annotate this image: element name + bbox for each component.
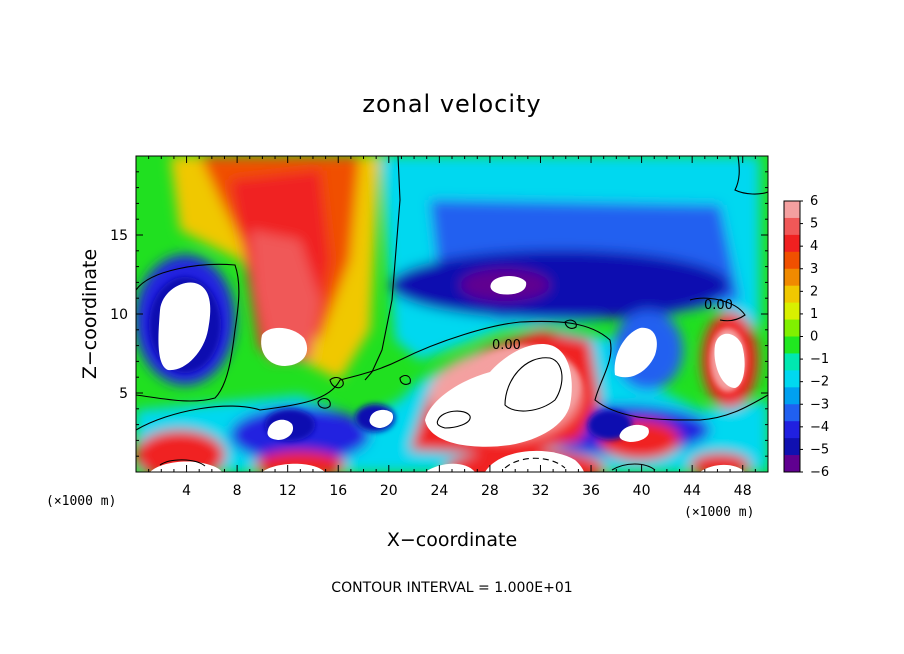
x-unit-label-right: (×1000 m) — [684, 505, 754, 520]
y-tick-label: 10 — [110, 307, 128, 323]
x-axis-label: X−coordinate — [387, 529, 517, 551]
contour-bottom-right-arc — [611, 463, 656, 471]
contour-small-ellipse — [436, 410, 471, 429]
colorbar-swatch — [784, 217, 800, 236]
colorbar-label: 5 — [810, 217, 818, 232]
jet-dark-blue — [390, 250, 730, 320]
y-axis-label: Z−coordinate — [79, 249, 101, 379]
saturated-regions — [150, 276, 745, 472]
colorbar-label: −3 — [810, 397, 829, 412]
colorbar-swatch — [784, 404, 800, 422]
x-ticks: 4 8 12 16 20 24 28 32 36 40 44 48 — [148, 156, 756, 499]
y-ticks: 5 10 15 — [110, 171, 768, 457]
white-region-bottom-mid2 — [425, 463, 475, 472]
white-region-center — [425, 344, 572, 447]
colorbar-swatch — [784, 421, 800, 439]
white-region-small-left — [267, 419, 294, 440]
velocity-field — [136, 156, 768, 472]
bottom-right-red2 — [690, 453, 750, 472]
bottom-left-red — [136, 430, 225, 472]
pink-plume — [250, 230, 320, 360]
colorbar-swatch — [784, 455, 800, 473]
contour-small-blob-1 — [329, 376, 344, 389]
colorbar-swatch — [784, 251, 800, 270]
colorbar-label: 4 — [810, 239, 818, 254]
colorbar-swatch — [784, 302, 800, 321]
colorbar-swatch — [784, 319, 800, 337]
contour-interval-note: CONTOUR INTERVAL = 1.000E+01 — [331, 580, 572, 596]
x-tick-label: 12 — [279, 483, 297, 499]
x-tick-label: 20 — [380, 483, 398, 499]
white-region-right-blue — [614, 327, 657, 378]
colorbar-label: 0 — [810, 330, 818, 345]
contour-label-right: 0.00 — [704, 298, 733, 313]
white-region-left — [158, 282, 211, 371]
colorbar-swatch — [784, 336, 800, 354]
contour-positive-inner — [504, 357, 563, 412]
x-tick-label: 32 — [532, 483, 550, 499]
contour-small-blob-3 — [399, 374, 411, 385]
contour-zero-left-loop — [136, 263, 240, 402]
colorbar-label: −4 — [810, 420, 829, 435]
colorbar-swatch — [784, 285, 800, 304]
x-tick-label: 16 — [329, 483, 347, 499]
colorbar-label: −6 — [810, 465, 829, 480]
x-tick-label: 44 — [683, 483, 701, 499]
x-tick-label: 24 — [430, 483, 448, 499]
colorbar-swatch — [784, 234, 800, 253]
contour-zero-lower — [136, 320, 768, 431]
colorbar-swatch — [784, 201, 800, 219]
colorbar-swatch — [784, 438, 800, 456]
white-region-plume — [261, 327, 308, 366]
white-region-small-mid — [369, 409, 394, 428]
y-tick-label: 5 — [119, 386, 128, 402]
colorbar-label: 1 — [810, 307, 818, 322]
white-region-jet — [490, 276, 527, 295]
colorbar-label: −5 — [810, 442, 829, 457]
white-region-bottom-mid — [262, 463, 325, 472]
x-tick-label: 48 — [734, 483, 752, 499]
colorbar-swatch — [784, 268, 800, 287]
colorbar-swatch — [784, 387, 800, 405]
x-tick-label: 36 — [582, 483, 600, 499]
contour-lines — [136, 156, 768, 471]
white-region-bottom-left — [150, 461, 222, 472]
colorbar-swatch — [784, 353, 800, 371]
x-tick-label: 28 — [481, 483, 499, 499]
contour-label-center: 0.00 — [492, 338, 521, 353]
colorbar-label: 3 — [810, 262, 818, 277]
y-tick-label: 15 — [110, 228, 128, 244]
contour-zero-right-loop — [689, 297, 746, 322]
colorbar-label: 6 — [810, 194, 818, 209]
colorbar-label: 2 — [810, 284, 818, 299]
contour-small-blob-2 — [317, 397, 331, 409]
chart-title: zonal velocity — [362, 90, 541, 118]
colorbar: 6 5 4 3 2 1 0 −1 −2 −3 −4 −5 −6 — [783, 194, 829, 480]
contour-zero-vertical — [364, 156, 401, 381]
x-tick-label: 8 — [233, 483, 242, 499]
colorbar-label: −2 — [810, 375, 829, 390]
white-region-right-red — [714, 333, 745, 388]
colorbar-label: −1 — [810, 352, 829, 367]
white-region-bottom-center — [485, 450, 584, 472]
contour-zero-right-top — [734, 156, 768, 195]
contour-bottom-arc — [159, 459, 206, 467]
x-tick-label: 40 — [633, 483, 651, 499]
x-unit-label-left: (×1000 m) — [46, 494, 116, 509]
white-region-bottom-right — [700, 464, 745, 472]
colorbar-swatch — [784, 370, 800, 388]
contour-bottom-dashed — [504, 457, 566, 469]
x-tick-label: 4 — [182, 483, 191, 499]
contour-small-blob-4 — [564, 319, 577, 329]
white-region-small-right — [619, 424, 649, 442]
